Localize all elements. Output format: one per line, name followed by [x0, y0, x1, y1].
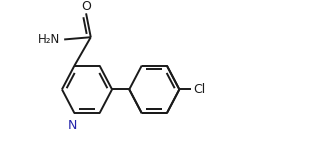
- Text: H₂N: H₂N: [38, 33, 60, 46]
- Text: Cl: Cl: [193, 83, 205, 96]
- Text: O: O: [81, 0, 91, 13]
- Text: N: N: [67, 119, 77, 132]
